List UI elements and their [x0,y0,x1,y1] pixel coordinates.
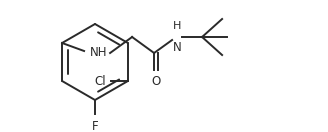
Text: N: N [173,41,181,54]
Text: Cl: Cl [94,74,106,88]
Text: H: H [173,21,181,31]
Text: F: F [92,120,98,132]
Text: NH: NH [90,46,108,60]
Text: O: O [152,75,161,88]
